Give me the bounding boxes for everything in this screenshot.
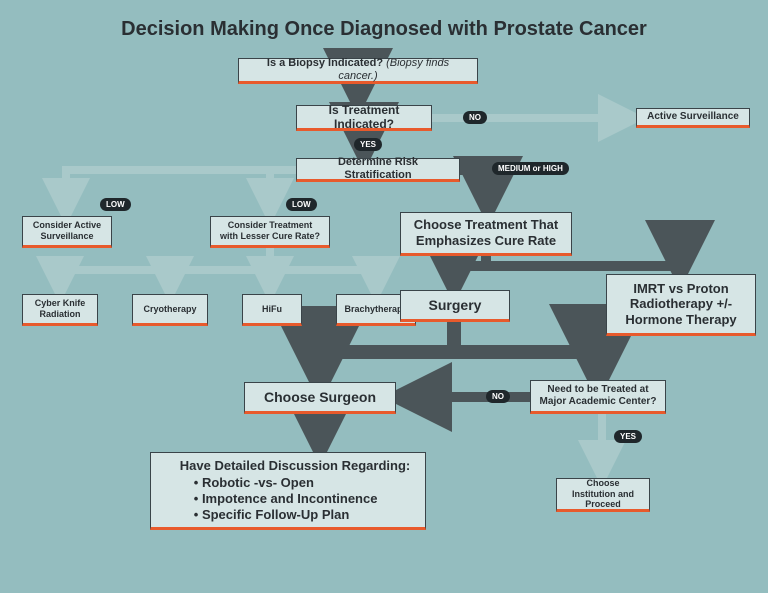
node-label: Choose Institution and Proceed — [565, 478, 641, 510]
node-cyberknife: Cyber Knife Radiation — [22, 294, 98, 326]
node-active-surveillance: Active Surveillance — [636, 108, 750, 128]
node-label: Determine Risk Stratification — [305, 156, 451, 182]
node-label: Choose Surgeon — [264, 389, 376, 406]
node-choose-surgeon: Choose Surgeon — [244, 382, 396, 414]
node-biopsy: Is a Biopsy Indicated? (Biopsy finds can… — [238, 58, 478, 84]
node-risk: Determine Risk Stratification — [296, 158, 460, 182]
badge-no: NO — [486, 390, 510, 403]
badge-yes: YES — [354, 138, 382, 151]
discussion-bullet: • Specific Follow-Up Plan — [194, 507, 410, 523]
badge-yes: YES — [614, 430, 642, 443]
node-choose-institution: Choose Institution and Proceed — [556, 478, 650, 512]
node-consider-lesser: Consider Treatment with Lesser Cure Rate… — [210, 216, 330, 248]
node-label: Cyber Knife Radiation — [31, 298, 89, 320]
node-choose-cure: Choose Treatment That Emphasizes Cure Ra… — [400, 212, 572, 256]
node-label: Cryotherapy — [143, 304, 196, 315]
node-consider-active: Consider Active Surveillance — [22, 216, 112, 248]
node-label: Is a Biopsy Indicated? — [267, 57, 383, 69]
node-label: Need to be Treated at Major Academic Cen… — [539, 384, 657, 408]
node-label: HiFu — [262, 304, 282, 315]
discussion-heading: Have Detailed Discussion Regarding: — [180, 458, 410, 474]
node-imrt: IMRT vs Proton Radiotherapy +/- Hormone … — [606, 274, 756, 336]
node-academic-center: Need to be Treated at Major Academic Cen… — [530, 380, 666, 414]
node-label: Consider Active Surveillance — [31, 220, 103, 242]
node-label: Is Treatment Indicated? — [305, 103, 423, 132]
badge-medium-high: MEDIUM or HIGH — [492, 162, 569, 175]
badge-low: LOW — [100, 198, 131, 211]
discussion-bullet: • Impotence and Incontinence — [194, 491, 410, 507]
node-hifu: HiFu — [242, 294, 302, 326]
badge-low: LOW — [286, 198, 317, 211]
page-title: Decision Making Once Diagnosed with Pros… — [0, 18, 768, 41]
badge-no: NO — [463, 111, 487, 124]
node-label: IMRT vs Proton Radiotherapy +/- Hormone … — [615, 281, 747, 328]
node-label: Choose Treatment That Emphasizes Cure Ra… — [409, 217, 563, 248]
node-surgery: Surgery — [400, 290, 510, 322]
discussion-bullet: • Robotic -vs- Open — [194, 475, 410, 491]
node-label: Brachytherapy — [344, 304, 407, 315]
node-label: Surgery — [429, 297, 482, 314]
node-treatment: Is Treatment Indicated? — [296, 105, 432, 131]
node-label: Active Surveillance — [647, 111, 739, 123]
node-cryotherapy: Cryotherapy — [132, 294, 208, 326]
node-discussion: Have Detailed Discussion Regarding: • Ro… — [150, 452, 426, 530]
node-label: Consider Treatment with Lesser Cure Rate… — [219, 220, 321, 242]
